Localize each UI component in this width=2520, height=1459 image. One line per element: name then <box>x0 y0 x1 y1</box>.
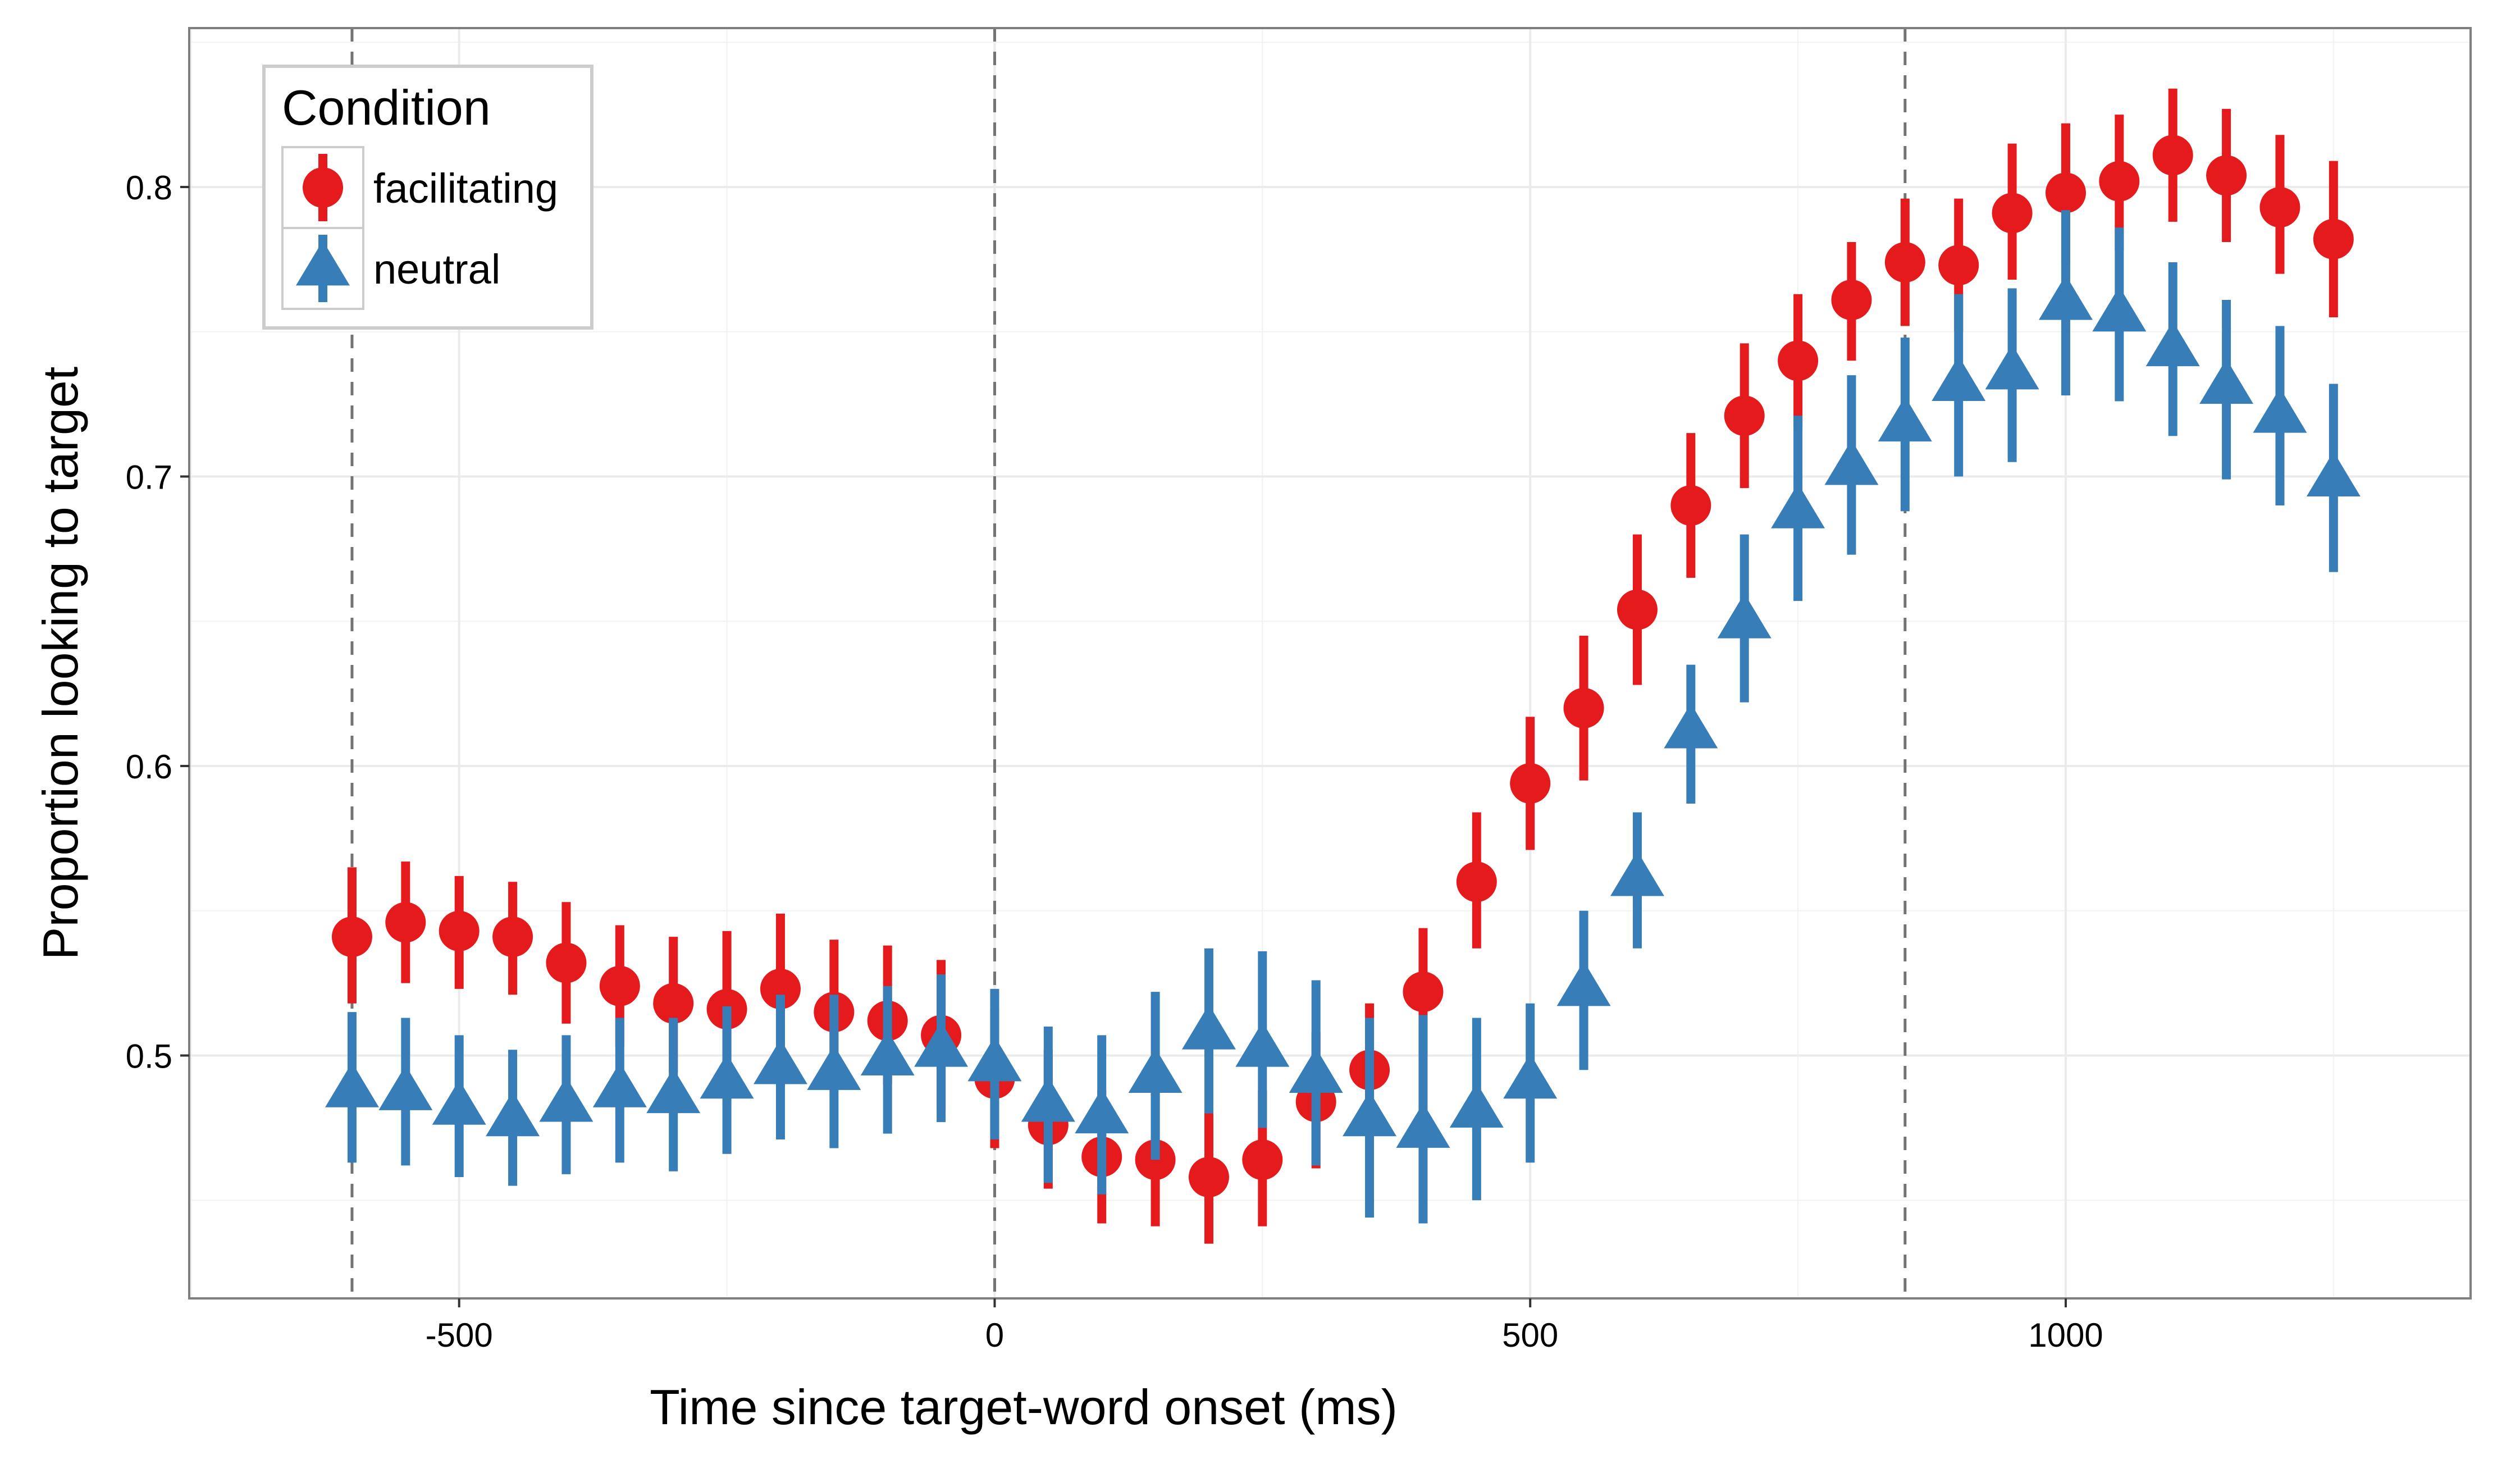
data-point <box>1985 344 2039 390</box>
data-point <box>592 1062 647 1107</box>
panel-border <box>188 27 2472 1300</box>
data-point <box>1556 961 1611 1006</box>
data-point <box>1717 593 1772 639</box>
data-point <box>700 1054 754 1099</box>
axis-ticks <box>180 186 2067 1307</box>
data-point <box>1242 1139 1283 1180</box>
data-point <box>1831 280 1872 321</box>
data-point <box>2092 286 2147 332</box>
data-point <box>1343 1091 1397 1137</box>
data-point <box>1403 972 1444 1013</box>
data-point <box>1510 763 1551 804</box>
y-tick-label: 0.6 <box>126 748 172 786</box>
data-point <box>1610 851 1664 896</box>
data-point <box>1181 1004 1236 1050</box>
data-point <box>1128 1047 1183 1093</box>
legend-label-neutral: neutral <box>373 246 500 293</box>
data-point <box>1235 1022 1290 1067</box>
data-point <box>807 1045 861 1090</box>
data-point <box>385 902 426 943</box>
legend-label-facilitating: facilitating <box>373 165 558 212</box>
data-point <box>1670 485 1711 526</box>
data-point <box>2099 161 2140 202</box>
legend-triangle-icon <box>296 235 350 302</box>
data-point <box>1617 589 1658 630</box>
data-point <box>1938 245 1979 286</box>
data-point <box>1289 1047 1343 1093</box>
data-point <box>1878 396 1932 442</box>
data-point <box>2145 321 2200 367</box>
data-point <box>1771 483 1825 528</box>
data-point <box>539 1077 594 1122</box>
data-point <box>492 917 533 958</box>
data-point <box>1449 1082 1504 1128</box>
y-tick-label: 0.8 <box>126 169 172 207</box>
legend-title: Condition <box>282 80 491 135</box>
y-tick-labels: 0.5 0.6 0.7 0.8 <box>126 169 172 1075</box>
data-point <box>2206 155 2247 196</box>
data-point <box>753 1039 807 1084</box>
data-point <box>2306 452 2361 497</box>
legend: Condition facilitating neutral <box>262 65 594 330</box>
x-tick-label: 1000 <box>2028 1316 2103 1354</box>
data-point <box>760 968 801 1009</box>
legend-marker <box>303 167 343 208</box>
data-point <box>378 1065 433 1110</box>
data-point <box>1503 1054 1558 1099</box>
data-point <box>325 1062 379 1107</box>
data-point <box>1884 242 1925 283</box>
data-point <box>331 917 372 958</box>
data-point <box>432 1079 486 1125</box>
data-point <box>1456 861 1497 902</box>
data-point <box>2313 218 2354 259</box>
data-point <box>2038 275 2093 320</box>
y-tick-label: 0.5 <box>126 1037 172 1075</box>
data-point <box>1778 340 1819 381</box>
data-point <box>2253 387 2307 433</box>
data-point <box>967 1036 1022 1082</box>
x-tick-label: -500 <box>426 1316 493 1354</box>
data-point <box>1021 1077 1075 1122</box>
legend-item-facilitating: facilitating <box>281 146 558 229</box>
data-point <box>2152 135 2193 176</box>
data-point <box>653 983 694 1024</box>
data-point <box>1824 440 1879 485</box>
data-point <box>1664 703 1718 749</box>
legend-item-neutral: neutral <box>281 227 500 310</box>
data-point <box>2045 172 2086 213</box>
y-tick-label: 0.7 <box>126 459 172 496</box>
data-point <box>1932 355 1986 401</box>
series-neutral <box>325 210 2361 1224</box>
data-point <box>599 965 640 1006</box>
data-point <box>2199 359 2254 404</box>
data-point <box>646 1068 701 1114</box>
x-axis-title: Time since target-word onset (ms) <box>650 1379 1398 1435</box>
data-point <box>1992 193 2033 234</box>
data-point <box>2259 187 2300 228</box>
legend-marker <box>296 240 350 286</box>
data-point <box>1724 395 1765 436</box>
x-tick-label: 500 <box>1502 1316 1558 1354</box>
y-axis-title: Proportion looking to target <box>33 367 88 960</box>
data-point <box>486 1091 540 1137</box>
legend-circle-icon <box>303 154 343 221</box>
data-point <box>1075 1088 1129 1134</box>
x-tick-label: 0 <box>985 1316 1004 1354</box>
data-point <box>439 910 480 951</box>
data-point <box>914 1022 969 1067</box>
data-point <box>1188 1157 1229 1198</box>
series-layer <box>325 88 2361 1244</box>
data-point <box>860 1031 915 1076</box>
data-point <box>1563 687 1604 728</box>
data-point <box>546 942 587 983</box>
data-point <box>1396 1102 1450 1148</box>
x-tick-labels: -500 0 500 1000 <box>426 1316 2103 1354</box>
